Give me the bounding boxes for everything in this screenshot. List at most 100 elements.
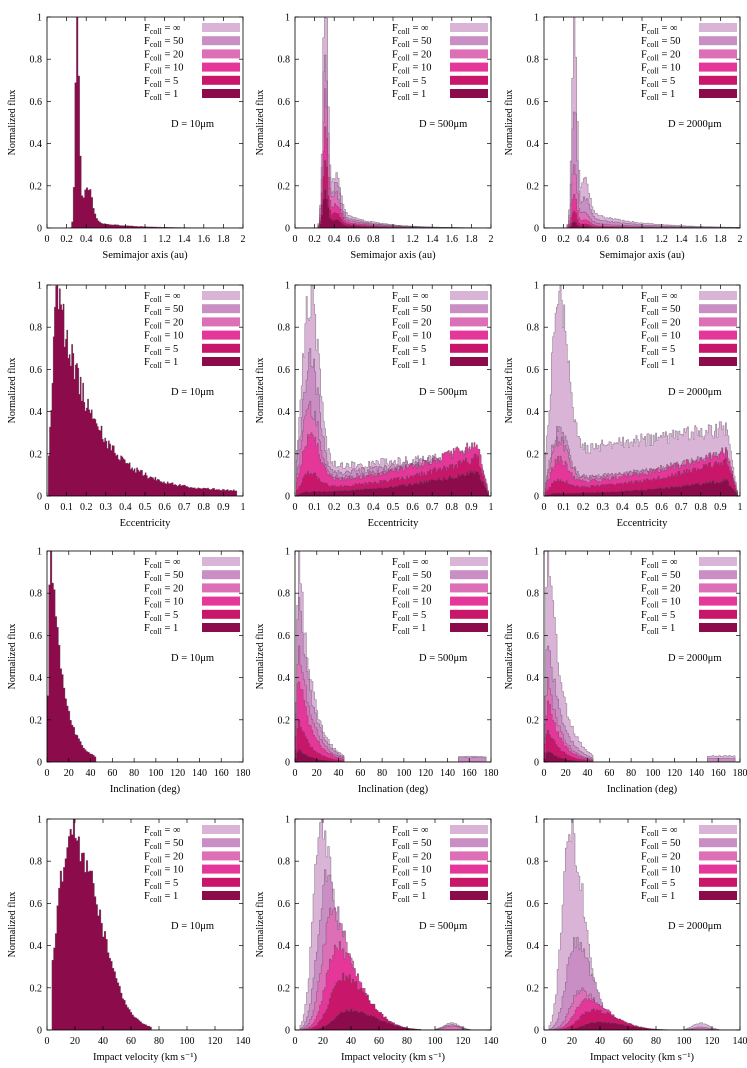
legend-label-5: Fcoll = 5 [144,610,178,623]
x-tick-label: 0.6 [406,502,419,513]
x-tick-label: 100 [396,768,411,779]
panel-eccentricity-2: 0 0.2 0.4 0.6 0.8 1 0 0.1 0.2 0.3 0.4 0.5 0.6 0.7 0.8 0… [255,281,494,530]
x-tick-label: 0 [293,502,298,513]
legend-swatch-1 [202,891,240,900]
legend-swatch-∞ [699,23,737,32]
plot-frame [294,818,492,1031]
diameter-label: D = 2000μm [668,119,722,130]
diameter-label: D = 2000μm [668,653,722,664]
x-tick-label: 0.9 [714,502,727,513]
legend-label-∞: Fcoll = ∞ [392,557,429,570]
y-tick-label: 0.8 [527,323,540,334]
legend-swatch-10 [450,596,488,606]
legend-swatch-∞ [450,291,488,300]
x-tick-label: 2 [489,234,494,245]
x-tick-label: 0.8 [446,502,459,513]
x-tick-label: 0.2 [328,502,341,513]
x-axis-label: Impact velocity (km s⁻¹) [93,1052,198,1063]
histogram-area [295,819,491,1030]
x-axis-label: Impact velocity (km s⁻¹) [590,1052,695,1063]
x-tick-label: 0 [542,502,547,513]
legend-swatch-1 [699,623,737,632]
y-tick-label: 0.8 [527,857,540,868]
y-axis-label: Normalized flux [504,624,515,690]
panel-eccentricity-3: 0 0.2 0.4 0.6 0.8 1 0 0.1 0.2 0.3 0.4 0.5 0.6 0.7 0.8 0… [504,281,743,530]
legend-swatch-20 [450,49,488,59]
legend-label-50: Fcoll = 50 [392,36,432,49]
legend-label-50: Fcoll = 50 [641,570,681,583]
y-tick-label: 0 [534,1026,539,1037]
legend-label-∞: Fcoll = ∞ [641,23,678,36]
legend-swatch-∞ [450,557,488,566]
x-tick-label: 2 [241,234,246,245]
diameter-label: D = 500μm [419,921,467,932]
x-tick-label: 20 [64,768,74,779]
legend-label-5: Fcoll = 5 [392,610,426,623]
legend-swatch-50 [450,36,488,46]
legend-label-∞: Fcoll = ∞ [641,825,678,838]
legend-label-5: Fcoll = 5 [641,610,675,623]
x-tick-label: 140 [733,1036,747,1047]
legend-swatch-20 [202,317,240,327]
legend-label-∞: Fcoll = ∞ [144,557,181,570]
series-1-hist [295,470,491,496]
series-1-hist [295,1008,491,1030]
x-tick-label: 40 [98,1036,108,1047]
legend-swatch-∞ [202,825,240,834]
y-tick-label: 0.4 [30,673,43,684]
legend-label-20: Fcoll = 20 [392,851,432,864]
x-tick-label: 180 [733,768,747,779]
legend-label-10: Fcoll = 10 [144,597,184,610]
x-tick-label: 0 [542,234,547,245]
x-tick-label: 60 [126,1036,136,1047]
x-tick-label: 140 [192,768,207,779]
y-tick-label: 1 [285,547,290,558]
legend-swatch-∞ [699,557,737,566]
x-axis-label: Semimajor axis (au) [599,250,685,261]
x-tick-label: 140 [440,768,455,779]
legend-swatch-10 [202,864,240,874]
y-tick-label: 0.8 [30,55,43,66]
y-axis-label: Normalized flux [255,892,266,958]
legend-swatch-5 [699,343,737,353]
diameter-label: D = 10μm [171,653,214,664]
y-axis-label: Normalized flux [504,358,515,424]
x-tick-label: 1.4 [178,234,191,245]
legend-swatch-∞ [699,825,737,834]
y-tick-label: 0.4 [278,941,291,952]
panel-inclination-2: 0 0.2 0.4 0.6 0.8 1 0 20 40 60 80 100 120 140 160 180 In… [255,547,499,796]
x-tick-label: 0.8 [367,234,380,245]
y-tick-label: 0.8 [278,589,291,600]
legend-label-10: Fcoll = 10 [641,63,681,76]
y-tick-label: 0.2 [527,449,540,460]
x-tick-label: 20 [318,1036,328,1047]
y-tick-label: 0.4 [278,139,291,150]
x-tick-label: 20 [567,1036,577,1047]
y-tick-label: 0 [285,758,290,769]
legend-swatch-∞ [699,291,737,300]
legend-label-1: Fcoll = 1 [144,357,178,370]
legend-swatch-1 [202,89,240,98]
y-tick-label: 0.6 [278,631,291,642]
legend-swatch-20 [202,583,240,593]
series-1-hist [295,189,491,228]
y-tick-label: 0.6 [30,97,43,108]
legend-swatch-20 [450,583,488,593]
y-tick-label: 0.8 [278,857,291,868]
y-tick-label: 0 [285,1026,290,1037]
y-tick-label: 0.2 [30,181,43,192]
x-tick-label: 0 [293,1036,298,1047]
legend-swatch-5 [450,75,488,85]
x-tick-label: 0.7 [178,502,191,513]
legend-swatch-10 [699,864,737,874]
legend-label-20: Fcoll = 20 [641,317,681,330]
y-tick-label: 1 [285,281,290,292]
x-axis-label: Inclination (deg) [607,784,678,795]
legend-swatch-20 [699,851,737,861]
y-axis-label: Normalized flux [7,624,18,690]
x-axis-label: Semimajor axis (au) [102,250,188,261]
series-1-hist [47,551,243,762]
x-tick-label: 140 [484,1036,499,1047]
legend-swatch-20 [202,49,240,59]
y-tick-label: 0.4 [527,407,540,418]
